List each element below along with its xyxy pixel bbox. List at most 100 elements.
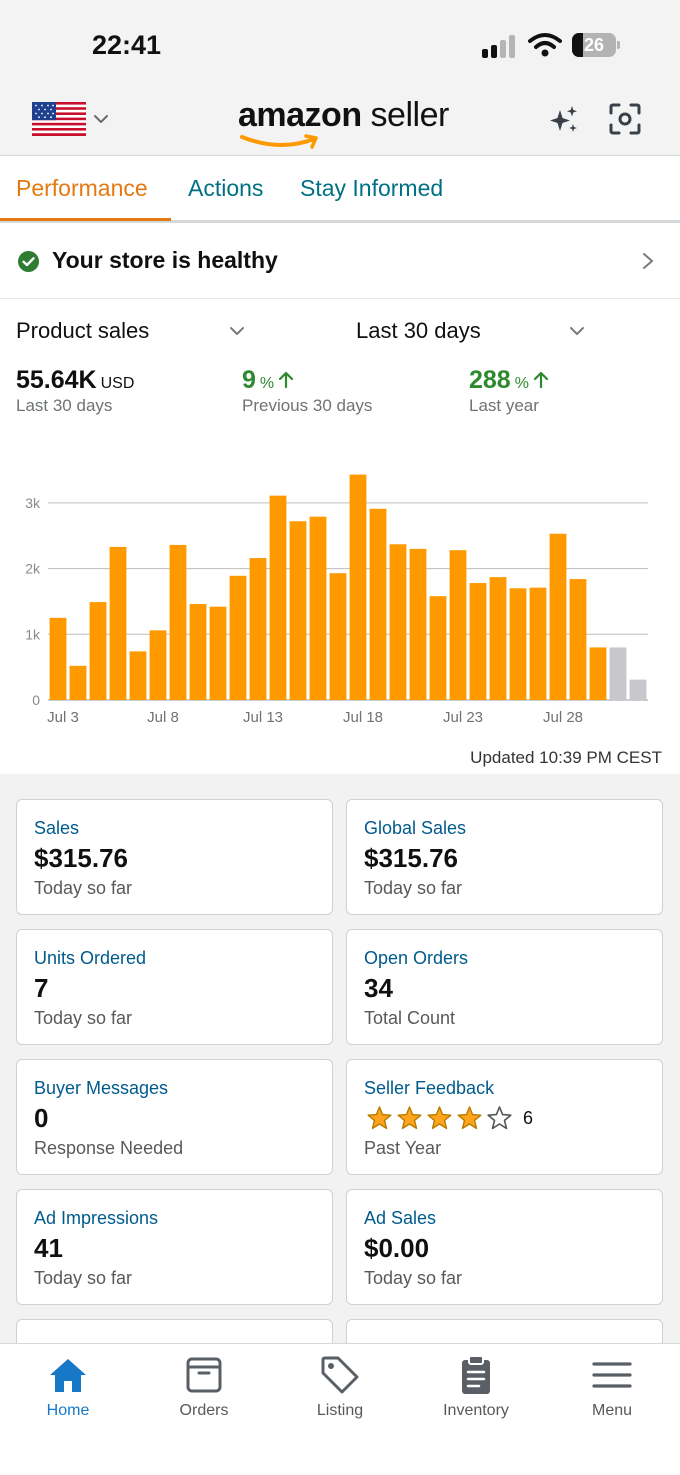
y-tick-label: 3k (25, 495, 41, 511)
nav-label: Orders (179, 1402, 229, 1419)
metric-value: 55.64K (16, 366, 97, 394)
chevron-down-icon[interactable] (228, 322, 246, 340)
card-value: $0.00 (364, 1233, 430, 1263)
clipboard-icon (462, 1355, 490, 1394)
card-ad-sales[interactable]: Ad Sales $0.00 Today so far (346, 1189, 663, 1305)
us-flag-icon[interactable] (32, 102, 86, 136)
chevron-right-icon (643, 253, 653, 269)
star-filled-icon (367, 1105, 392, 1129)
card-seller-feedback[interactable]: Seller Feedback 6 Past Year (346, 1059, 663, 1175)
metric-unit: % (514, 375, 529, 392)
check-circle-icon (18, 251, 39, 272)
sales-bar (89, 602, 107, 700)
status-bar: 22:41 26 (0, 0, 680, 88)
nav-menu[interactable]: Menu (544, 1344, 680, 1444)
card-units-ordered[interactable]: Units Ordered 7 Today so far (16, 929, 333, 1045)
card-buyer-messages[interactable]: Buyer Messages 0 Response Needed (16, 1059, 333, 1175)
sales-bar (449, 550, 467, 700)
card-title: Global Sales (364, 818, 467, 838)
metric-select[interactable]: Product sales (16, 318, 150, 343)
nav-listing[interactable]: Listing (272, 1344, 408, 1444)
scan-icon[interactable] (608, 102, 642, 136)
card-subtitle: Response Needed (34, 1138, 184, 1158)
x-tick-label: Jul 13 (243, 709, 283, 726)
tag-icon (321, 1356, 359, 1394)
card-value: $315.76 (34, 843, 128, 873)
sales-bar (589, 647, 607, 700)
sales-bar (469, 583, 487, 700)
sales-bar (149, 630, 167, 700)
arrow-up-icon (533, 371, 549, 389)
card-title: Open Orders (364, 948, 469, 968)
tab-bar: Performance Actions Stay Informed (0, 157, 680, 223)
sales-bar (409, 548, 427, 700)
card-partially-hidden[interactable] (16, 1319, 333, 1344)
nav-inventory[interactable]: Inventory (408, 1344, 544, 1444)
tab-stay-informed[interactable]: Stay Informed (300, 175, 444, 201)
sales-bar-chart: 0 1k 2k 3k Jul 3 Jul 8 Jul 13 Jul 18 Jul 23 Jul 2… (25, 474, 648, 726)
card-value: $315.76 (364, 843, 458, 873)
y-tick-label: 2k (25, 561, 41, 577)
date-range-select[interactable]: Last 30 days (356, 318, 481, 343)
tab-performance[interactable]: Performance (16, 175, 148, 201)
chevron-down-icon[interactable] (92, 110, 110, 128)
last-year-change: 288% (469, 366, 550, 395)
y-tick-label: 0 (32, 692, 40, 708)
metric-unit: % (259, 375, 275, 392)
metric-unit: USD (100, 375, 135, 392)
y-tick-label: 1k (25, 626, 41, 642)
card-subtitle: Today so far (364, 878, 463, 898)
sparkle-icon[interactable] (548, 104, 580, 136)
card-ad-impressions[interactable]: Ad Impressions 41 Today so far (16, 1189, 333, 1305)
card-title: Seller Feedback (364, 1078, 495, 1098)
orders-icon (186, 1357, 222, 1393)
x-tick-label: Jul 23 (443, 709, 483, 726)
battery-level: 26 (583, 35, 605, 55)
star-filled-icon (427, 1105, 452, 1129)
sales-bar (509, 588, 527, 700)
card-subtitle: Total Count (364, 1008, 456, 1028)
status-time: 22:41 (92, 30, 162, 60)
store-health-row[interactable]: Your store is healthy (0, 223, 680, 299)
logo-bold-text: amazon (238, 96, 362, 134)
card-sales[interactable]: Sales $315.76 Today so far (16, 799, 333, 915)
card-global-sales[interactable]: Global Sales $315.76 Today so far (346, 799, 663, 915)
total-sales-value: 55.64K USD (16, 366, 134, 395)
card-open-orders[interactable]: Open Orders 34 Total Count (346, 929, 663, 1045)
nav-home[interactable]: Home (0, 1344, 136, 1444)
card-title: Ad Impressions (34, 1208, 159, 1228)
app-header: amazon seller (0, 88, 680, 156)
menu-icon (592, 1362, 632, 1388)
card-subtitle: Past Year (364, 1138, 442, 1158)
sales-bar (49, 617, 67, 700)
amazon-seller-logo: amazon seller (238, 96, 450, 149)
card-subtitle: Today so far (34, 1268, 133, 1288)
sales-bar (569, 579, 587, 700)
x-tick-label: Jul 18 (343, 709, 383, 726)
star-rating: 6 (366, 1104, 533, 1132)
chevron-down-icon[interactable] (568, 322, 586, 340)
metric-value: 288 (469, 366, 511, 394)
pending-bar (629, 679, 647, 700)
nav-label: Menu (591, 1402, 633, 1419)
star-empty-icon (487, 1105, 512, 1129)
sales-bar (189, 604, 207, 700)
tab-actions[interactable]: Actions (188, 175, 264, 201)
card-subtitle: Today so far (364, 1268, 463, 1288)
pending-bar (609, 647, 627, 700)
card-partially-hidden[interactable] (346, 1319, 663, 1344)
last-year-label: Last year (469, 396, 539, 415)
sales-bar (69, 665, 87, 700)
updated-timestamp: Updated 10:39 PM CEST (470, 748, 662, 767)
sales-bar (309, 516, 327, 700)
sales-bar (389, 544, 407, 700)
smile-arrow-icon (240, 134, 318, 149)
logo-light-text: seller (370, 96, 450, 134)
sales-bar (489, 577, 507, 700)
dashboard-cards: Sales $315.76 Today so far Global Sales … (0, 774, 680, 1344)
nav-orders[interactable]: Orders (136, 1344, 272, 1444)
card-value: 41 (34, 1233, 63, 1263)
sales-bar (329, 573, 347, 700)
sales-bar (429, 596, 447, 700)
card-title: Sales (34, 818, 80, 838)
